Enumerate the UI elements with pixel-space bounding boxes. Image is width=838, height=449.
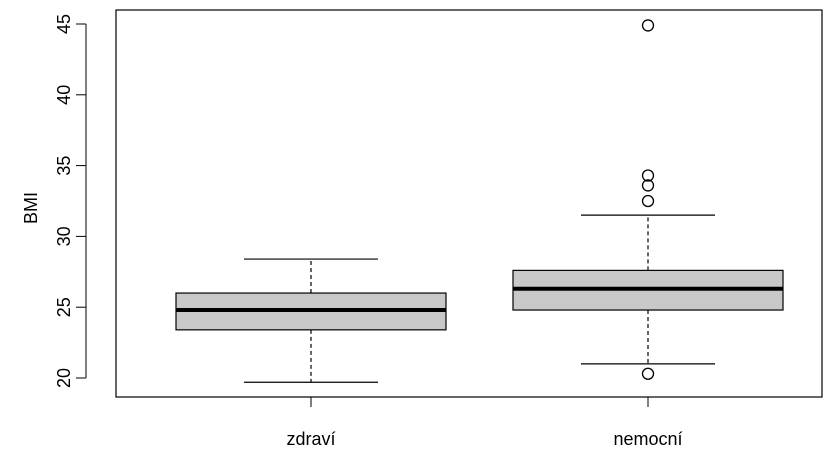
plot-frame [115,9,823,398]
boxes-layer [175,19,784,383]
outlier-point [641,194,655,208]
y-tick-label: 30 [54,226,74,246]
y-axis-title: BMI [21,192,41,224]
y-tick-label: 40 [54,85,74,105]
outlier-point [641,169,655,182]
y-tick-label: 25 [54,297,74,317]
box-group [512,19,784,380]
y-axis: 20 25 30 35 40 45 [54,14,87,388]
y-tick-label: 20 [54,368,74,388]
outlier-point [641,367,655,380]
x-axis: zdraví nemocní [286,396,683,449]
x-tick-label: nemocní [613,429,682,449]
outlier-point [641,19,655,32]
y-tick-label: 35 [54,156,74,176]
y-tick-label: 45 [54,14,74,34]
x-tick-label: zdraví [286,429,335,449]
box-group [175,258,447,383]
outlier-point [641,179,655,192]
